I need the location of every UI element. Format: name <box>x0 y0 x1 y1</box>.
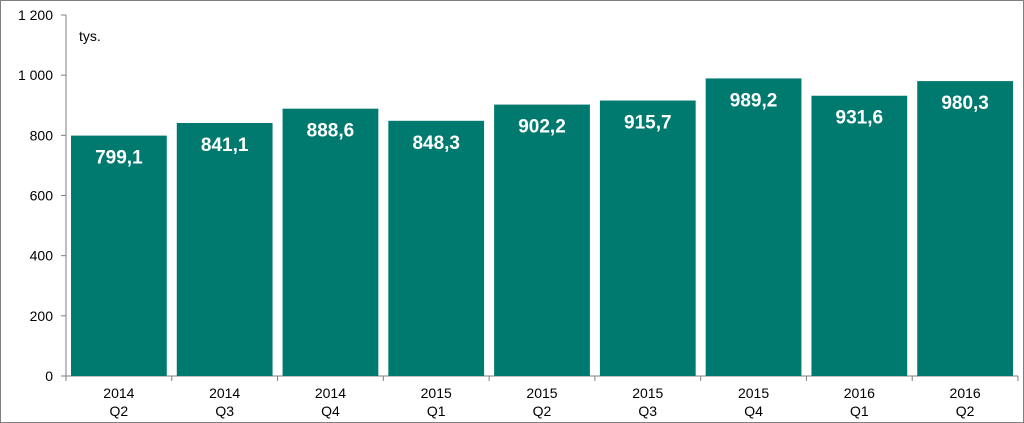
y-tick-label: 0 <box>45 368 53 384</box>
x-category-quarter-label: Q3 <box>638 403 657 419</box>
bar <box>282 108 379 376</box>
x-category-quarter-label: Q2 <box>110 403 129 419</box>
x-category-quarter-label: Q2 <box>533 403 552 419</box>
bar-value-label: 841,1 <box>201 135 249 156</box>
x-category-quarter-label: Q1 <box>850 403 869 419</box>
x-category-year-label: 2014 <box>103 385 134 401</box>
x-category-quarter-label: Q1 <box>427 403 446 419</box>
bar <box>71 135 167 376</box>
x-category-year-label: 2016 <box>950 385 981 401</box>
bar <box>176 122 273 376</box>
bar-value-label: 902,2 <box>518 117 566 138</box>
bar-value-label: 888,6 <box>307 121 355 142</box>
y-tick-label: 1 000 <box>18 67 53 83</box>
x-category-year-label: 2015 <box>738 385 769 401</box>
x-category-year-label: 2014 <box>315 385 346 401</box>
bar-value-label: 989,2 <box>730 90 778 111</box>
bar <box>494 104 590 376</box>
x-category-quarter-label: Q3 <box>215 403 234 419</box>
bar <box>388 120 485 376</box>
bar-value-label: 980,3 <box>941 93 989 114</box>
bar <box>811 95 908 377</box>
bar <box>917 81 1013 377</box>
unit-label: tys. <box>79 28 101 44</box>
x-category-year-label: 2015 <box>421 385 452 401</box>
bar-value-label: 915,7 <box>624 113 672 134</box>
x-category-year-label: 2015 <box>526 385 557 401</box>
x-category-year-label: 2014 <box>209 385 240 401</box>
x-category-quarter-label: Q4 <box>744 403 763 419</box>
bar-value-label: 931,6 <box>836 108 884 129</box>
y-tick-label: 600 <box>30 188 54 204</box>
y-tick-label: 1 200 <box>18 7 53 23</box>
x-category-quarter-label: Q4 <box>321 403 340 419</box>
bar <box>705 78 802 377</box>
y-tick-label: 200 <box>30 308 54 324</box>
x-category-quarter-label: Q2 <box>956 403 975 419</box>
x-category-year-label: 2016 <box>844 385 875 401</box>
bar <box>599 100 696 376</box>
bar-value-label: 799,1 <box>95 148 143 169</box>
y-tick-label: 400 <box>30 248 54 264</box>
x-category-year-label: 2015 <box>632 385 663 401</box>
bar-value-label: 848,3 <box>412 133 460 154</box>
y-tick-label: 800 <box>30 127 54 143</box>
